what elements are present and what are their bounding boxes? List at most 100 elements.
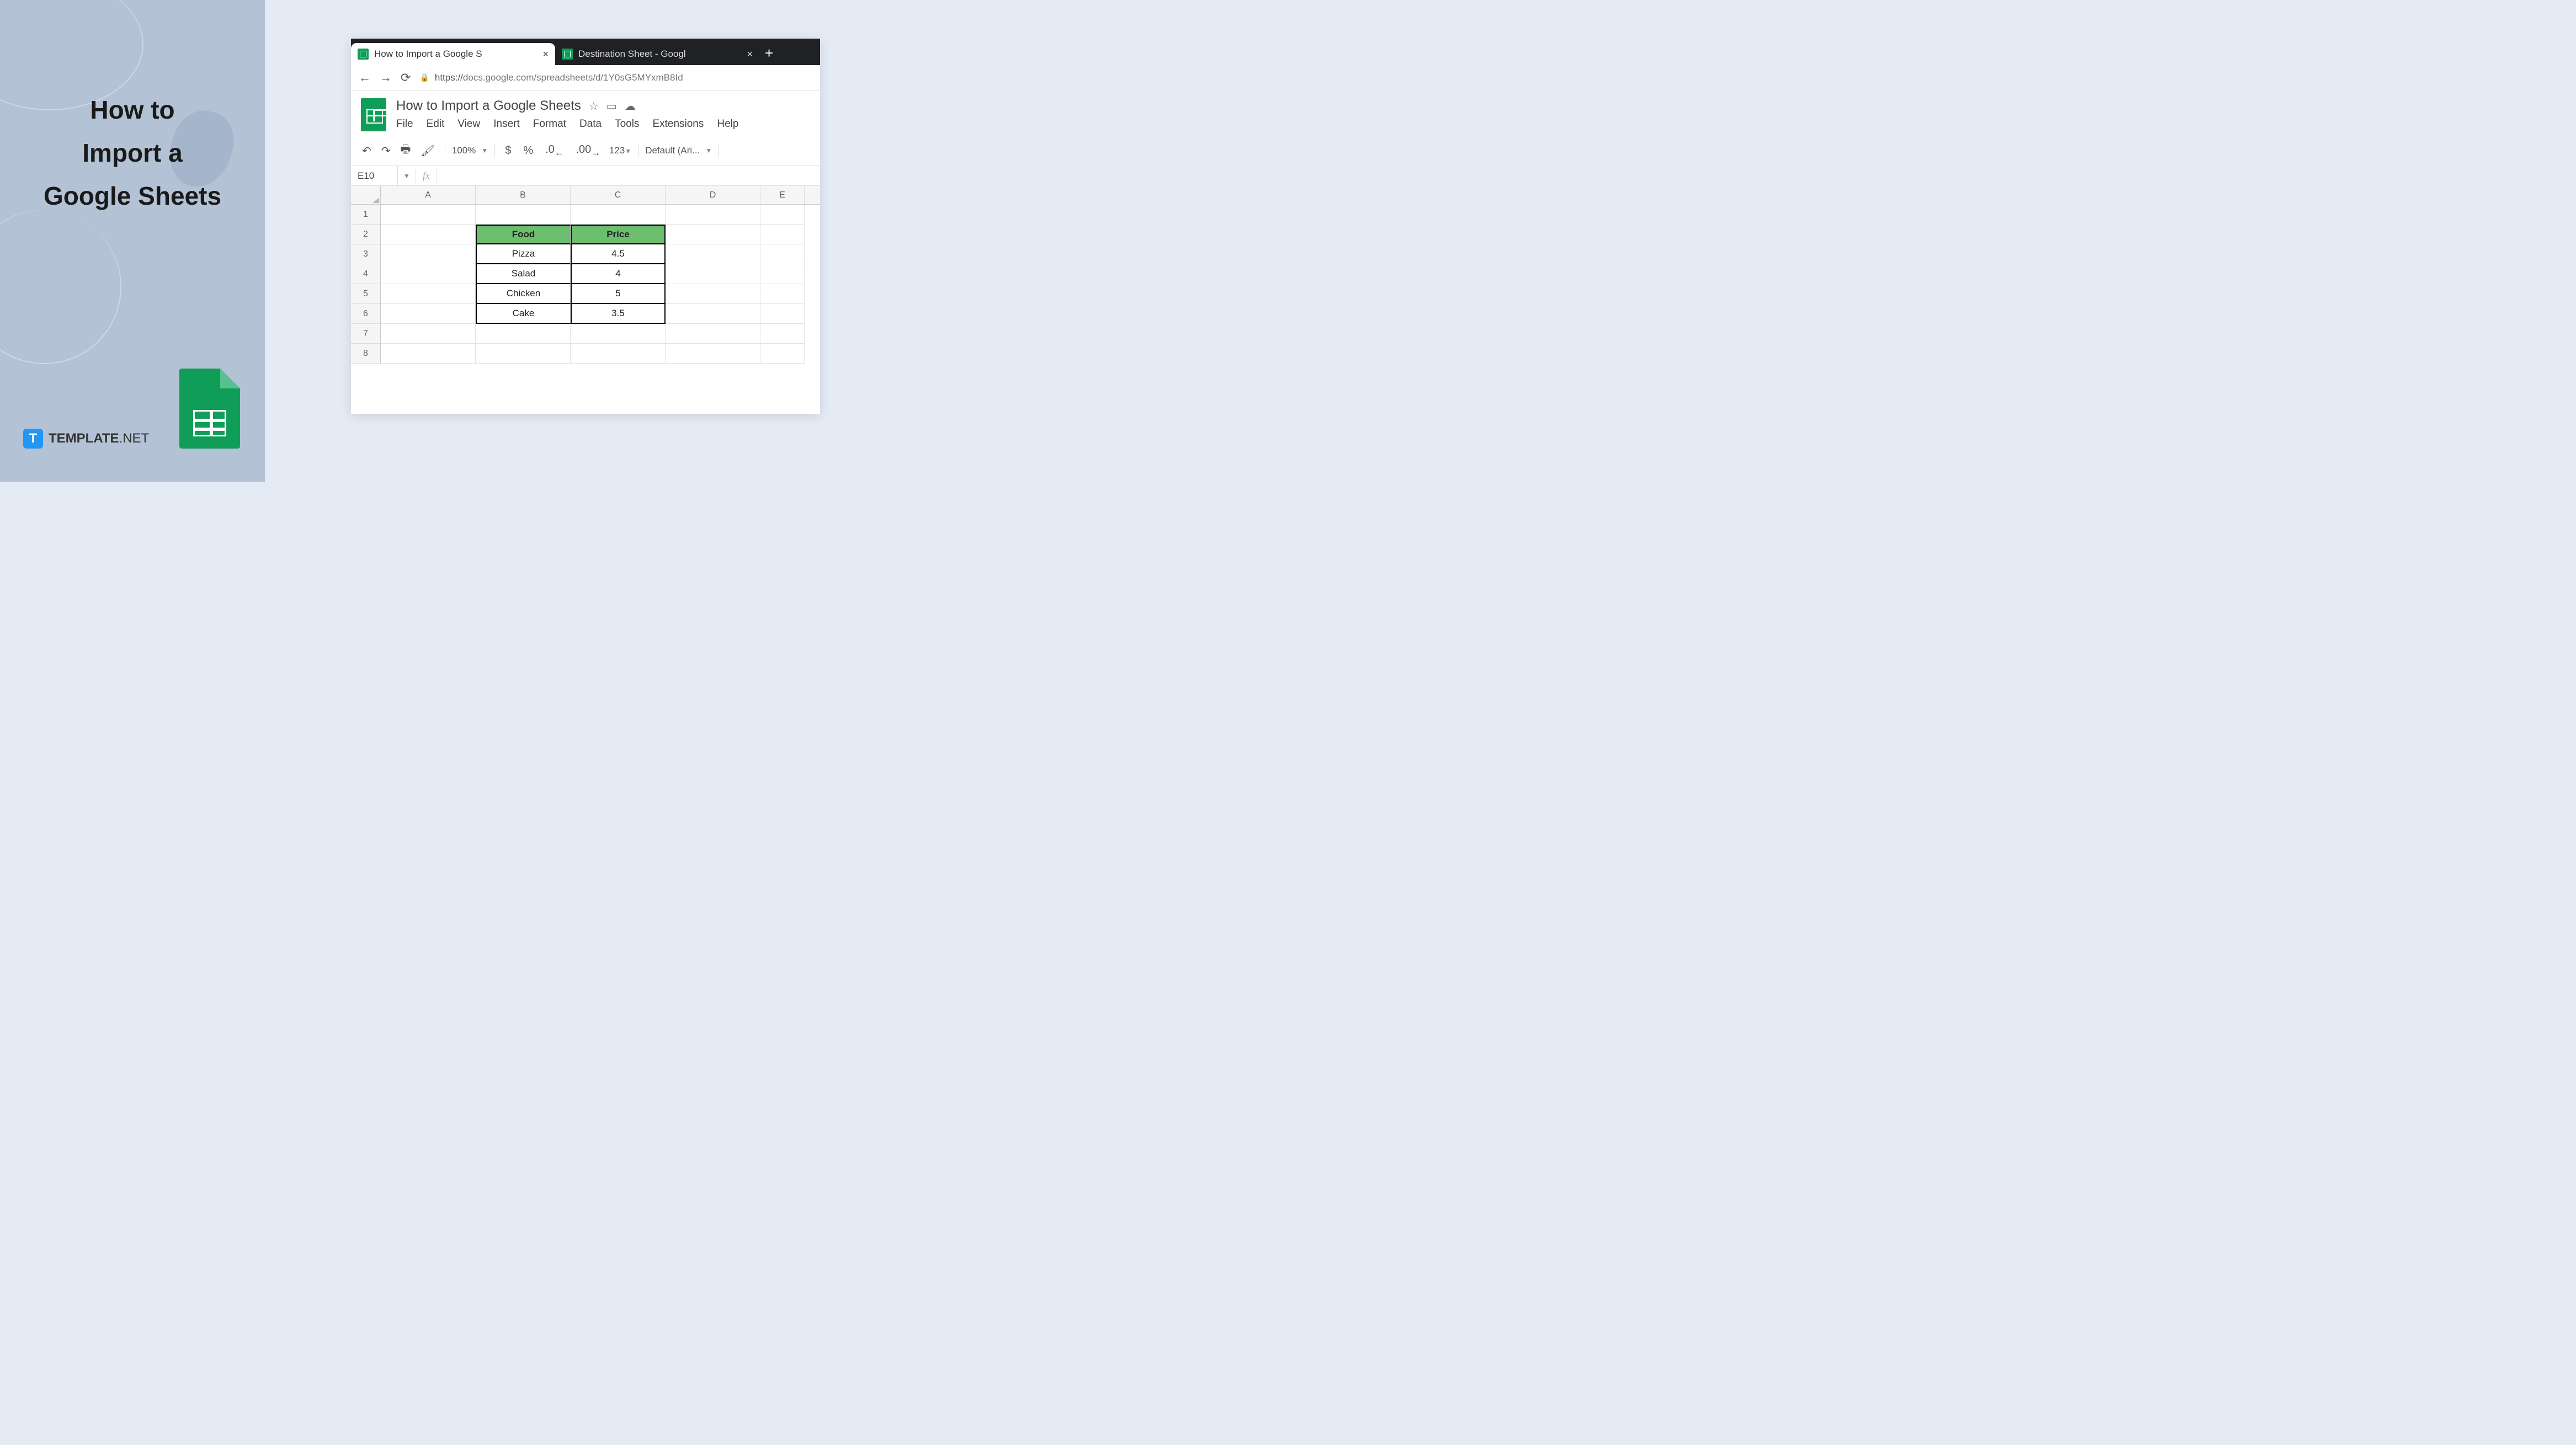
cell[interactable] xyxy=(666,225,760,244)
template-net-logo: T TEMPLATE.NET xyxy=(23,429,149,449)
new-tab-button[interactable]: + xyxy=(759,45,779,62)
reload-icon[interactable]: ⟳ xyxy=(401,71,411,85)
tab-active[interactable]: How to Import a Google S × xyxy=(351,43,555,65)
menu-view[interactable]: View xyxy=(457,118,480,130)
sheets-doc-icon[interactable] xyxy=(361,98,386,131)
row-header[interactable]: 8 xyxy=(351,344,380,364)
cell[interactable] xyxy=(666,304,760,324)
table-cell[interactable]: 3.5 xyxy=(571,304,666,324)
row-header[interactable]: 4 xyxy=(351,264,380,284)
format-123-button[interactable]: 123▼ xyxy=(609,145,631,156)
cell[interactable] xyxy=(381,324,476,344)
url-input[interactable]: 🔒 https://docs.google.com/spreadsheets/d… xyxy=(419,72,812,83)
row-header[interactable]: 6 xyxy=(351,304,380,324)
cell[interactable] xyxy=(571,344,666,364)
chevron-down-icon[interactable]: ▼ xyxy=(398,172,416,180)
formula-bar: E10 ▼ fx xyxy=(351,166,820,186)
cell[interactable] xyxy=(571,205,666,225)
cell[interactable] xyxy=(760,225,805,244)
cell[interactable] xyxy=(381,244,476,264)
formula-input[interactable] xyxy=(437,166,820,185)
menu-help[interactable]: Help xyxy=(717,118,738,130)
row-header[interactable]: 7 xyxy=(351,324,380,344)
document-title[interactable]: How to Import a Google Sheets xyxy=(396,98,581,114)
undo-icon[interactable]: ↶ xyxy=(359,142,375,160)
forward-icon[interactable]: → xyxy=(380,71,392,85)
star-icon[interactable]: ☆ xyxy=(589,99,599,113)
cell[interactable] xyxy=(666,344,760,364)
increase-decimal-icon[interactable]: .00→ xyxy=(572,141,603,161)
table-header-cell[interactable]: Food xyxy=(476,225,571,244)
cell[interactable] xyxy=(760,244,805,264)
menu-insert[interactable]: Insert xyxy=(493,118,520,130)
cell[interactable] xyxy=(760,264,805,284)
table-header-cell[interactable]: Price xyxy=(571,225,666,244)
browser-screenshot: How to Import a Google S × Destination S… xyxy=(351,39,820,414)
cell[interactable] xyxy=(760,304,805,324)
cell[interactable] xyxy=(666,244,760,264)
tab-title: How to Import a Google S xyxy=(374,49,537,60)
tab-inactive[interactable]: Destination Sheet - Googl × xyxy=(555,43,759,65)
menu-format[interactable]: Format xyxy=(533,118,566,130)
table-cell[interactable]: Chicken xyxy=(476,284,571,304)
row-header[interactable]: 1 xyxy=(351,205,380,225)
paint-format-icon[interactable]: 🖌 xyxy=(417,142,438,160)
col-header[interactable]: A xyxy=(381,186,476,204)
col-header[interactable]: B xyxy=(476,186,571,204)
row-header[interactable]: 5 xyxy=(351,284,380,304)
toolbar: ↶ ↷ 🖶 🖌 100%▼ $ % .0← .00→ 123▼ Default … xyxy=(351,136,820,166)
table-cell[interactable]: Pizza xyxy=(476,244,571,264)
cell[interactable] xyxy=(381,284,476,304)
cell[interactable] xyxy=(760,324,805,344)
move-folder-icon[interactable]: ▭ xyxy=(606,99,617,113)
close-icon[interactable]: × xyxy=(747,49,753,60)
close-icon[interactable]: × xyxy=(542,49,549,60)
zoom-selector[interactable]: 100%▼ xyxy=(452,145,488,156)
table-cell[interactable]: 4 xyxy=(571,264,666,284)
menu-extensions[interactable]: Extensions xyxy=(652,118,704,130)
lock-icon: 🔒 xyxy=(419,73,429,82)
back-icon[interactable]: ← xyxy=(359,71,371,85)
spreadsheet-grid[interactable]: 1 2 3 4 5 6 7 8 A B C D E xyxy=(351,186,820,364)
cell[interactable] xyxy=(476,324,571,344)
table-cell[interactable]: 4.5 xyxy=(571,244,666,264)
row-header[interactable]: 3 xyxy=(351,244,380,264)
redo-icon[interactable]: ↷ xyxy=(378,142,394,160)
col-header[interactable]: C xyxy=(571,186,666,204)
cell[interactable] xyxy=(381,344,476,364)
col-header[interactable]: D xyxy=(666,186,760,204)
cell[interactable] xyxy=(381,205,476,225)
cell[interactable] xyxy=(666,284,760,304)
chevron-down-icon: ▼ xyxy=(481,147,488,154)
cell[interactable] xyxy=(666,324,760,344)
table-cell[interactable]: 5 xyxy=(571,284,666,304)
left-panel: How to Import a Google Sheets T TEMPLATE… xyxy=(0,0,265,482)
row-header[interactable]: 2 xyxy=(351,225,380,244)
fx-icon: fx xyxy=(416,170,437,182)
font-selector[interactable]: Default (Ari...▼ xyxy=(645,145,712,156)
currency-icon[interactable]: $ xyxy=(502,142,514,159)
menu-edit[interactable]: Edit xyxy=(427,118,445,130)
cell[interactable] xyxy=(381,264,476,284)
percent-icon[interactable]: % xyxy=(520,142,536,159)
cell[interactable] xyxy=(476,344,571,364)
cell[interactable] xyxy=(666,205,760,225)
cell[interactable] xyxy=(571,324,666,344)
cell[interactable] xyxy=(476,205,571,225)
select-all-corner[interactable] xyxy=(351,186,380,205)
decrease-decimal-icon[interactable]: .0← xyxy=(542,141,567,161)
cell[interactable] xyxy=(381,225,476,244)
print-icon[interactable]: 🖶 xyxy=(397,139,414,162)
cell[interactable] xyxy=(760,284,805,304)
cell[interactable] xyxy=(760,205,805,225)
cell[interactable] xyxy=(381,304,476,324)
col-header[interactable]: E xyxy=(760,186,805,204)
cell[interactable] xyxy=(760,344,805,364)
cell[interactable] xyxy=(666,264,760,284)
menu-tools[interactable]: Tools xyxy=(615,118,639,130)
menu-data[interactable]: Data xyxy=(579,118,602,130)
menu-file[interactable]: File xyxy=(396,118,413,130)
table-cell[interactable]: Salad xyxy=(476,264,571,284)
name-box[interactable]: E10 xyxy=(351,166,398,185)
table-cell[interactable]: Cake xyxy=(476,304,571,324)
